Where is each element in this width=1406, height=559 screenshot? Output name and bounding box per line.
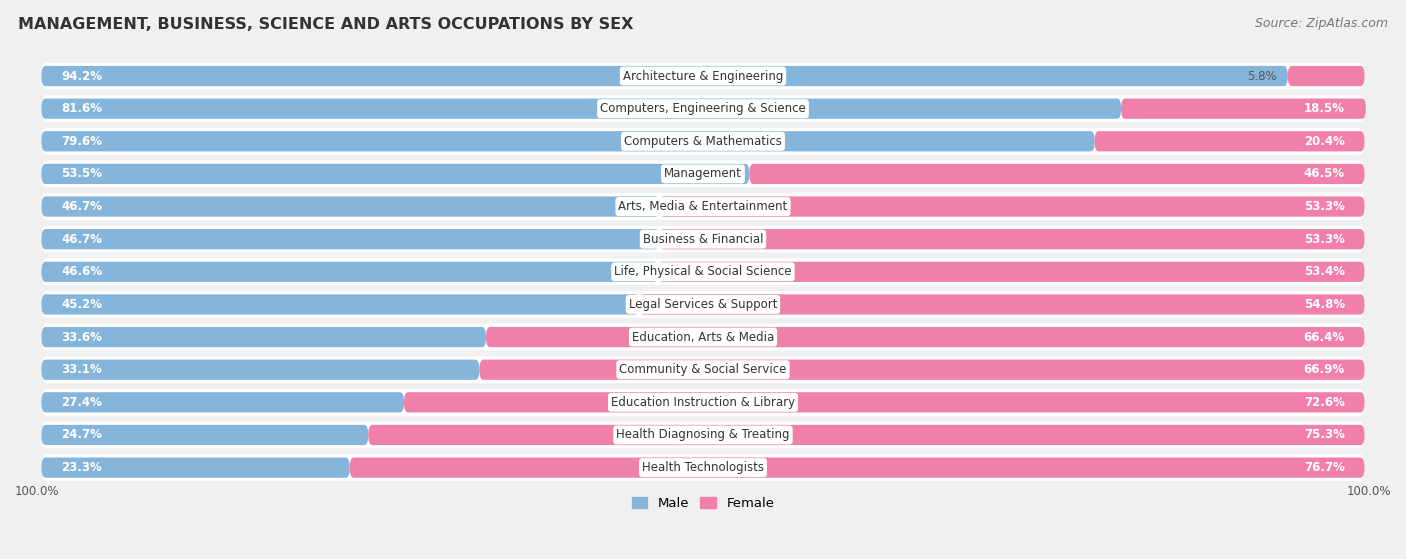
FancyBboxPatch shape: [486, 327, 1365, 347]
Text: 66.9%: 66.9%: [1303, 363, 1344, 376]
FancyBboxPatch shape: [41, 359, 479, 380]
FancyBboxPatch shape: [659, 196, 1365, 217]
Text: 27.4%: 27.4%: [62, 396, 103, 409]
FancyBboxPatch shape: [41, 98, 1121, 119]
Text: Health Technologists: Health Technologists: [643, 461, 763, 474]
FancyBboxPatch shape: [1121, 98, 1365, 119]
FancyBboxPatch shape: [41, 327, 486, 347]
Text: 94.2%: 94.2%: [62, 69, 103, 83]
FancyBboxPatch shape: [1095, 131, 1365, 151]
Text: Legal Services & Support: Legal Services & Support: [628, 298, 778, 311]
Text: 46.5%: 46.5%: [1303, 168, 1344, 181]
FancyBboxPatch shape: [41, 392, 404, 413]
FancyBboxPatch shape: [41, 258, 1365, 285]
Text: 54.8%: 54.8%: [1303, 298, 1344, 311]
Text: 53.4%: 53.4%: [1303, 266, 1344, 278]
Text: 33.1%: 33.1%: [62, 363, 103, 376]
Text: Management: Management: [664, 168, 742, 181]
FancyBboxPatch shape: [41, 457, 350, 478]
FancyBboxPatch shape: [41, 66, 1288, 86]
Text: 75.3%: 75.3%: [1303, 428, 1344, 442]
Text: 45.2%: 45.2%: [62, 298, 103, 311]
FancyBboxPatch shape: [368, 425, 1365, 445]
FancyBboxPatch shape: [41, 160, 1365, 187]
FancyBboxPatch shape: [640, 295, 1365, 315]
FancyBboxPatch shape: [404, 392, 1365, 413]
Text: 53.3%: 53.3%: [1303, 200, 1344, 213]
Text: Architecture & Engineering: Architecture & Engineering: [623, 69, 783, 83]
Text: 33.6%: 33.6%: [62, 330, 103, 344]
FancyBboxPatch shape: [41, 454, 1365, 481]
Text: 23.3%: 23.3%: [62, 461, 103, 474]
Text: Business & Financial: Business & Financial: [643, 233, 763, 246]
Text: Computers, Engineering & Science: Computers, Engineering & Science: [600, 102, 806, 115]
Text: 76.7%: 76.7%: [1303, 461, 1344, 474]
Text: 46.6%: 46.6%: [62, 266, 103, 278]
Text: Education, Arts & Media: Education, Arts & Media: [631, 330, 775, 344]
FancyBboxPatch shape: [479, 359, 1365, 380]
FancyBboxPatch shape: [41, 193, 1365, 220]
Text: 81.6%: 81.6%: [62, 102, 103, 115]
Text: Health Diagnosing & Treating: Health Diagnosing & Treating: [616, 428, 790, 442]
Text: 72.6%: 72.6%: [1303, 396, 1344, 409]
FancyBboxPatch shape: [41, 226, 1365, 253]
FancyBboxPatch shape: [41, 95, 1365, 122]
Text: 5.8%: 5.8%: [1247, 69, 1277, 83]
FancyBboxPatch shape: [41, 128, 1365, 155]
FancyBboxPatch shape: [41, 425, 368, 445]
Text: 20.4%: 20.4%: [1303, 135, 1344, 148]
Text: 46.7%: 46.7%: [62, 233, 103, 246]
Text: 53.5%: 53.5%: [62, 168, 103, 181]
Text: 46.7%: 46.7%: [62, 200, 103, 213]
Text: 53.3%: 53.3%: [1303, 233, 1344, 246]
FancyBboxPatch shape: [41, 131, 1095, 151]
Legend: Male, Female: Male, Female: [626, 492, 780, 515]
FancyBboxPatch shape: [41, 295, 640, 315]
FancyBboxPatch shape: [41, 63, 1365, 89]
FancyBboxPatch shape: [41, 164, 749, 184]
Text: Life, Physical & Social Science: Life, Physical & Social Science: [614, 266, 792, 278]
Text: Education Instruction & Library: Education Instruction & Library: [612, 396, 794, 409]
Text: MANAGEMENT, BUSINESS, SCIENCE AND ARTS OCCUPATIONS BY SEX: MANAGEMENT, BUSINESS, SCIENCE AND ARTS O…: [18, 17, 634, 32]
FancyBboxPatch shape: [41, 356, 1365, 383]
FancyBboxPatch shape: [41, 229, 659, 249]
Text: Source: ZipAtlas.com: Source: ZipAtlas.com: [1254, 17, 1388, 30]
Text: Computers & Mathematics: Computers & Mathematics: [624, 135, 782, 148]
Text: 24.7%: 24.7%: [62, 428, 103, 442]
Text: 100.0%: 100.0%: [15, 485, 59, 498]
Text: Community & Social Service: Community & Social Service: [619, 363, 787, 376]
FancyBboxPatch shape: [350, 457, 1365, 478]
Text: Arts, Media & Entertainment: Arts, Media & Entertainment: [619, 200, 787, 213]
Text: 100.0%: 100.0%: [1347, 485, 1391, 498]
FancyBboxPatch shape: [41, 389, 1365, 416]
FancyBboxPatch shape: [658, 262, 1365, 282]
FancyBboxPatch shape: [749, 164, 1365, 184]
FancyBboxPatch shape: [41, 291, 1365, 318]
Text: 66.4%: 66.4%: [1303, 330, 1344, 344]
FancyBboxPatch shape: [41, 196, 659, 217]
Text: 79.6%: 79.6%: [62, 135, 103, 148]
FancyBboxPatch shape: [41, 324, 1365, 350]
Text: 18.5%: 18.5%: [1303, 102, 1344, 115]
FancyBboxPatch shape: [659, 229, 1365, 249]
FancyBboxPatch shape: [41, 421, 1365, 448]
FancyBboxPatch shape: [1288, 66, 1365, 86]
FancyBboxPatch shape: [41, 262, 658, 282]
